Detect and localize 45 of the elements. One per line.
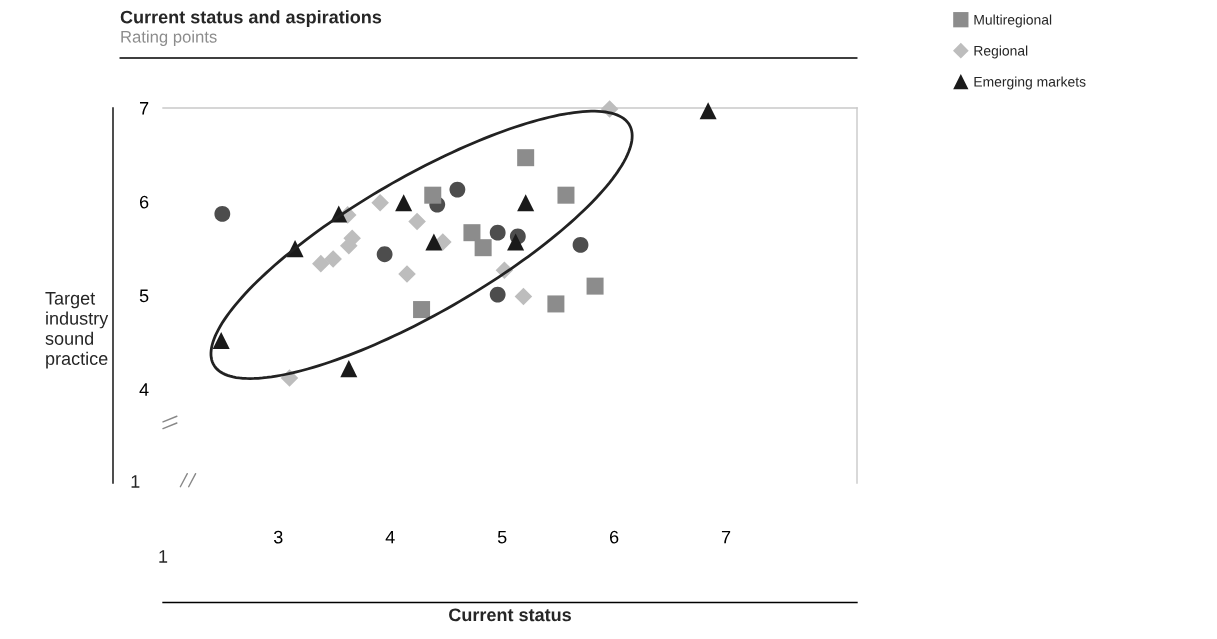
point [507,233,525,251]
point [324,250,342,268]
point [214,206,231,222]
point [463,224,481,242]
point [312,254,330,273]
chart-title: Current status and aspirations [120,10,382,27]
x-tick-label: 7 [721,530,731,544]
point [408,212,426,231]
text: 1 [159,550,168,563]
text: 1 [131,475,140,488]
point [517,194,535,212]
point [699,102,717,120]
point [547,295,565,313]
x-tick-label: 3 [273,530,283,544]
point [489,286,506,303]
point [425,233,443,251]
legend-label: Emerging markets [974,76,1086,90]
legend-label: Regional [974,45,1028,59]
point [340,360,358,378]
point [376,246,393,263]
point [572,236,589,253]
legend-label: Multiregional [974,14,1052,28]
point [557,186,575,204]
point [514,287,533,306]
point [517,149,535,167]
point [371,193,389,212]
point [424,186,442,204]
point [212,331,230,350]
x-tick-label: 5 [497,530,507,544]
point [489,224,506,241]
point [395,194,413,212]
y-tick-label: 6 [139,195,149,209]
point [474,239,492,257]
point [586,277,604,295]
point [413,301,431,319]
y-tick-label: 5 [139,289,149,303]
x-tick-label: 4 [385,530,395,544]
x-tick-label: 6 [610,530,619,544]
point [449,181,466,198]
x-axis-title: Current status [449,608,571,622]
y-axis-title: Target industry sound practice [45,292,109,369]
y-tick-label: 4 [139,383,149,396]
y-tick-label: 7 [140,102,149,115]
point [398,265,416,283]
chart-subtitle: Rating points [121,30,217,46]
